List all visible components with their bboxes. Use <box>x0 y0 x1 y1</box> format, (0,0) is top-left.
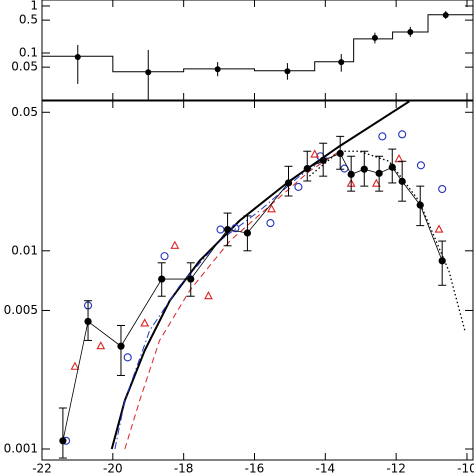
plot-frame <box>41 0 474 101</box>
x-tick-label: -12 <box>386 462 406 474</box>
data-point <box>284 179 293 187</box>
data-point <box>347 170 355 178</box>
circle-marker <box>378 132 387 141</box>
triangle-marker <box>394 154 404 163</box>
data-point <box>375 169 383 177</box>
model-curve <box>308 150 466 331</box>
triangle-marker <box>70 361 80 370</box>
plot-frame <box>41 100 474 461</box>
model-curve <box>124 150 340 450</box>
triangle-marker <box>371 178 381 187</box>
data-point <box>303 164 311 173</box>
x-tick-label: -14 <box>316 462 336 474</box>
circle-marker <box>438 184 447 194</box>
data-point <box>74 54 81 61</box>
step-line <box>42 14 473 73</box>
circle-marker <box>160 252 169 261</box>
x-tick-label: -16 <box>245 462 265 474</box>
data-point <box>214 66 221 73</box>
triangle-marker <box>434 224 444 233</box>
data-point <box>416 201 424 209</box>
model-curve <box>114 155 330 450</box>
data-point <box>284 68 291 75</box>
data-point <box>438 257 446 265</box>
circle-marker <box>416 161 425 170</box>
data-point <box>442 12 449 19</box>
data-point <box>360 165 368 173</box>
triangle-marker <box>96 341 106 350</box>
circle-marker <box>398 130 407 139</box>
data-point <box>84 317 92 326</box>
data-point <box>187 275 195 283</box>
data-point <box>223 225 232 234</box>
triangle-marker <box>267 204 276 213</box>
data-point <box>158 275 166 283</box>
circle-marker <box>216 225 225 234</box>
data-point <box>59 437 67 445</box>
y-tick-label: 1 <box>30 0 38 12</box>
circle-marker <box>123 353 132 362</box>
data-point <box>338 59 345 66</box>
data-point <box>145 69 152 76</box>
circle-marker <box>266 219 275 228</box>
triangle-marker <box>310 149 320 158</box>
triangle-marker <box>204 291 213 300</box>
triangle-marker <box>140 318 150 327</box>
x-tick-label: -20 <box>103 462 123 474</box>
y-tick-label: 0.5 <box>19 13 38 27</box>
data-point <box>371 34 378 41</box>
y-tick-label: 0.05 <box>11 105 38 119</box>
y-tick-label: 0.05 <box>11 60 38 74</box>
data-point <box>117 342 125 350</box>
y-tick-label: 0.005 <box>4 303 38 317</box>
data-line <box>62 152 443 441</box>
data-point <box>243 229 252 237</box>
y-tick-label: 0.1 <box>19 45 38 59</box>
y-tick-label: 0.001 <box>4 441 38 455</box>
data-point <box>398 177 406 185</box>
data-point <box>336 149 344 158</box>
x-tick-label: -10 <box>457 462 474 474</box>
x-tick-label: -18 <box>174 462 194 474</box>
data-point <box>319 156 327 164</box>
circle-marker <box>231 224 240 233</box>
triangle-marker <box>170 240 180 249</box>
y-tick-label: 0.01 <box>11 243 38 257</box>
data-point <box>388 163 396 171</box>
x-tick-label: -22 <box>32 462 52 474</box>
circle-marker <box>294 182 303 191</box>
data-point <box>407 28 414 35</box>
